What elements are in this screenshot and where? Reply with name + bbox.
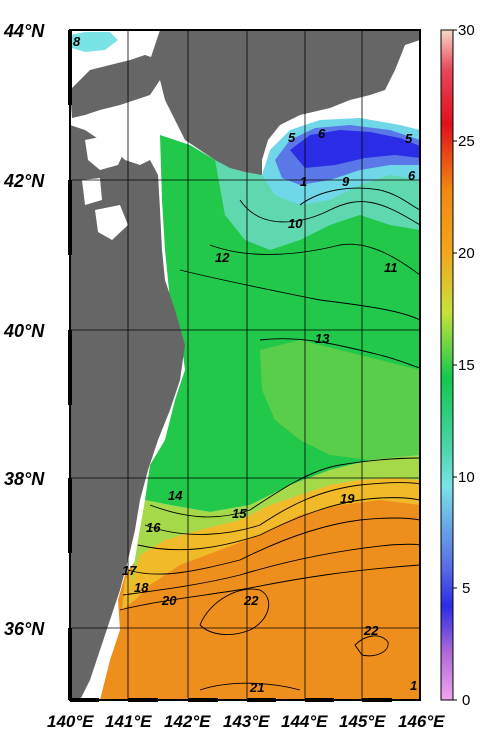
cold-water-region — [215, 160, 420, 250]
colorbar-tick-label: 30 — [458, 22, 475, 39]
contour-label: 20 — [161, 593, 177, 608]
contour-label: 13 — [315, 331, 330, 346]
lat-label: 40°N — [3, 321, 45, 341]
colorbar-tick-label: 15 — [458, 357, 475, 374]
colorbar-tick-label: 20 — [458, 245, 475, 262]
lat-label: 42°N — [3, 171, 45, 191]
contour-label: 22 — [243, 593, 259, 608]
lon-label: 144°E — [281, 712, 328, 731]
contour-label: 10 — [288, 216, 303, 231]
contour-label: 22 — [363, 623, 379, 638]
warm-water-region — [100, 478, 420, 700]
lat-label: 38°N — [4, 469, 45, 489]
map-area: 8 5 6 5 1 9 6 10 12 11 13 14 15 19 16 17… — [70, 30, 435, 700]
transition-region — [122, 478, 420, 610]
colorbar-gradient — [440, 29, 454, 701]
contour-label: 15 — [232, 506, 247, 521]
lon-label: 141°E — [105, 712, 152, 731]
contour-label: 9 — [342, 174, 350, 189]
contour-label: 17 — [122, 563, 137, 578]
colorbar: 30 25 20 15 10 5 0 — [440, 22, 475, 709]
lon-label: 140°E — [47, 712, 94, 731]
colorbar-tick-label: 5 — [462, 580, 470, 597]
contour-label: 8 — [73, 34, 81, 49]
contour-label: 6 — [408, 168, 416, 183]
lon-label: 143°E — [223, 712, 270, 731]
contour-label: 12 — [215, 250, 230, 265]
lat-label: 44°N — [3, 21, 45, 41]
longitude-labels: 140°E 141°E 142°E 143°E 144°E 145°E 146°… — [47, 712, 445, 731]
land-honshu — [70, 125, 185, 700]
contour-label: 1 — [410, 678, 417, 693]
contour-label: 5 — [405, 131, 413, 146]
lon-label: 146°E — [398, 712, 445, 731]
contour-label: 19 — [340, 491, 355, 506]
lon-label: 142°E — [164, 712, 211, 731]
contour-label: 21 — [249, 680, 264, 695]
lon-label: 145°E — [339, 712, 386, 731]
colorbar-tick-label: 0 — [462, 692, 470, 709]
lat-label: 36°N — [4, 619, 45, 639]
contour-label: 14 — [168, 488, 183, 503]
contour-label: 16 — [146, 520, 161, 535]
land-hokkaido — [150, 30, 420, 175]
colorbar-tick-label: 25 — [458, 133, 475, 150]
frame-ticks — [68, 30, 392, 702]
contour-label: 11 — [384, 260, 398, 275]
contour-label: 6 — [318, 126, 326, 141]
contour-label: 18 — [134, 580, 149, 595]
graticule — [70, 30, 420, 700]
contour-label: 5 — [288, 130, 296, 145]
colorbar-tick-label: 10 — [458, 469, 475, 486]
land-masses — [70, 30, 420, 700]
latitude-labels: 44°N 42°N 40°N 38°N 36°N — [3, 21, 45, 639]
contour-label: 1 — [300, 174, 307, 189]
ocean-data-view-credit: Ocean Data View — [423, 608, 435, 698]
contour-lines — [119, 187, 420, 691]
